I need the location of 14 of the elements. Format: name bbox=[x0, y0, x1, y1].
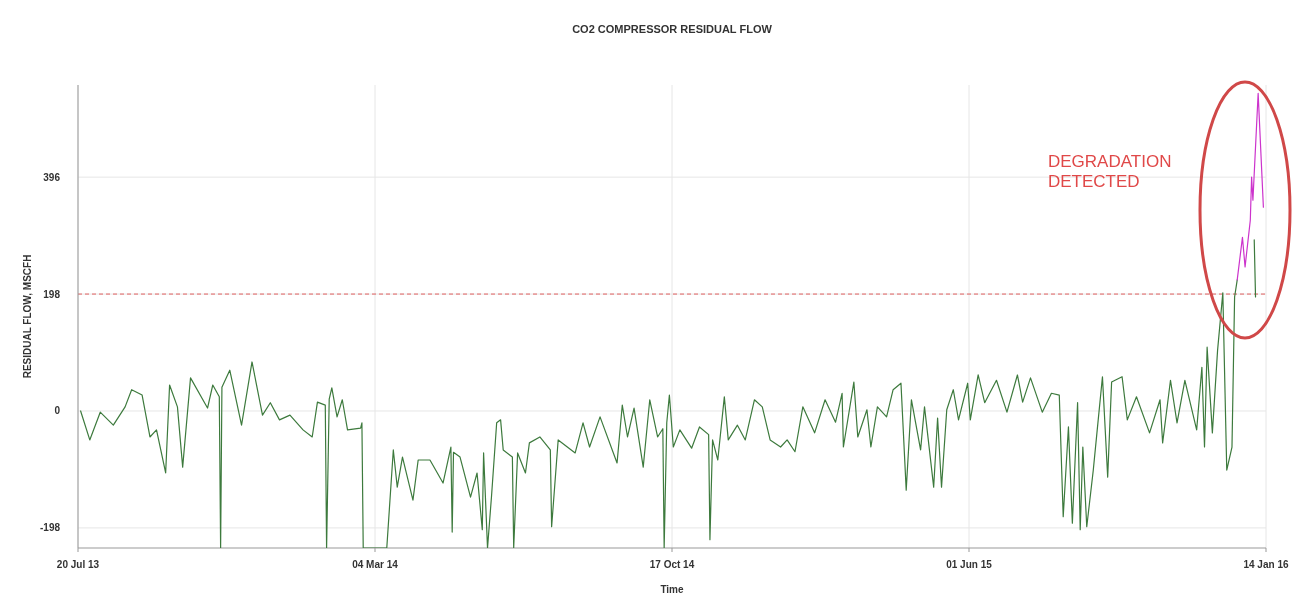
x-tick-label: 04 Mar 14 bbox=[352, 559, 399, 570]
y-tick-label: 396 bbox=[43, 171, 61, 183]
x-tick-label: 14 Jan 16 bbox=[1243, 559, 1289, 570]
y-tick-label: 198 bbox=[43, 288, 61, 300]
y-axis-title: RESIDUAL FLOW, MSCFH bbox=[22, 254, 33, 379]
x-tick-label: 17 Oct 14 bbox=[649, 559, 695, 570]
chart-title: CO2 COMPRESSOR RESIDUAL FLOW bbox=[572, 23, 773, 35]
x-tick-label: 20 Jul 13 bbox=[56, 559, 100, 570]
x-axis-title: Time bbox=[660, 584, 685, 595]
line-series bbox=[1236, 92, 1264, 281]
y-tick-label: 0 bbox=[54, 405, 61, 417]
x-tick-label: 01 Jun 15 bbox=[946, 559, 993, 570]
y-tick-label: -198 bbox=[39, 522, 61, 534]
annotation: DEGRADATION DETECTED bbox=[1048, 152, 1172, 191]
